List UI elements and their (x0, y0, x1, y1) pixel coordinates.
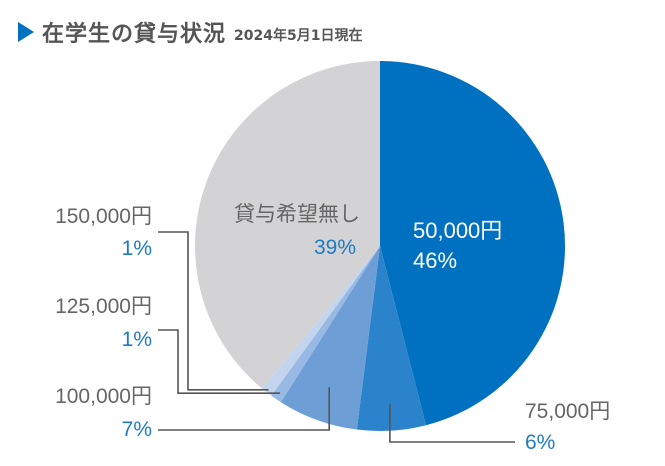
slice-label-150000: 150,000円 (55, 205, 152, 228)
chart-header: 在学生の貸与状況 2024年5月1日現在 (18, 12, 362, 52)
leader-line (158, 329, 280, 395)
slice-label-50000: 50,000円 (413, 218, 502, 243)
pie-slice (262, 246, 380, 396)
pie-slices (195, 61, 566, 432)
leader-line (158, 231, 269, 391)
slice-pct-125000: 1% (122, 328, 152, 351)
slice-pct-75000: 6% (525, 431, 555, 454)
leader-line (389, 403, 515, 443)
pie-slice (195, 61, 380, 389)
slice-label-125000: 125,000円 (55, 295, 152, 318)
slice-pct-150000: 1% (122, 237, 152, 260)
slice-pct-50000: 46% (413, 248, 457, 273)
pie-slice (356, 246, 427, 432)
leader-lines (158, 231, 515, 443)
slice-pct-100000: 7% (122, 418, 152, 441)
pie-slice (280, 246, 380, 430)
slice-pct-none: 39% (314, 236, 356, 259)
pie-slice (380, 61, 566, 426)
leader-line (158, 387, 331, 431)
pie-slice (271, 246, 380, 403)
triangle-bullet-icon (18, 22, 34, 42)
chart-title: 在学生の貸与状況 (42, 22, 227, 47)
chart-subtitle: 2024年5月1日現在 (234, 28, 363, 44)
slice-label-75000: 75,000円 (525, 400, 610, 423)
slice-label-100000: 100,000円 (55, 385, 152, 408)
slice-label-none: 貸与希望無し (234, 203, 360, 226)
